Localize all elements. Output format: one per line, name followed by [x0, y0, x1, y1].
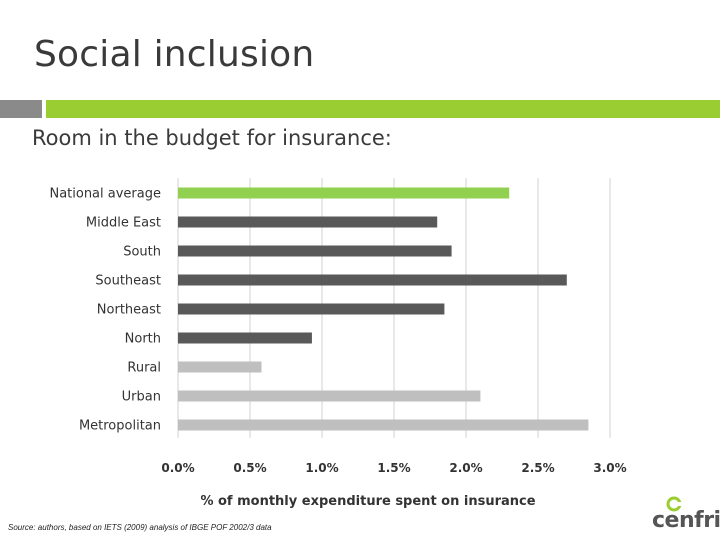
bar: [178, 187, 510, 199]
bar: [178, 419, 589, 431]
x-tick-label: 1.0%: [305, 461, 338, 475]
x-tick-label: 3.0%: [593, 461, 626, 475]
category-labels: National average Middle East South Southeas…: [49, 187, 161, 434]
source-note: Source: authors, based on IETS (2009) an…: [8, 523, 272, 532]
x-axis-title: % of monthly expenditure spent on insura…: [200, 494, 535, 509]
logo-mark-icon: [666, 496, 682, 512]
x-tick-label: 2.5%: [521, 461, 554, 475]
category-label: Middle East: [86, 216, 161, 231]
category-label: North: [125, 332, 161, 347]
bar: [178, 216, 438, 228]
category-label: National average: [49, 187, 161, 202]
category-label: Southeast: [95, 274, 161, 289]
bar: [178, 274, 567, 286]
bar: [178, 332, 312, 344]
bar: [178, 361, 262, 373]
slide-title: Social inclusion: [34, 34, 315, 75]
category-label: South: [123, 245, 161, 260]
category-label: Urban: [122, 390, 161, 405]
x-tick-label: 2.0%: [449, 461, 482, 475]
bar: [178, 245, 452, 257]
x-tick-label: 0.5%: [233, 461, 266, 475]
bar: [178, 303, 445, 315]
slide-subtitle: Room in the budget for insurance:: [32, 126, 392, 150]
bars: [178, 187, 589, 431]
x-tick-label: 1.5%: [377, 461, 410, 475]
cenfri-logo: cenfri: [652, 496, 720, 538]
title-rule-green: [46, 100, 720, 118]
logo-text: cenfri: [652, 508, 720, 533]
title-rule-gray: [0, 100, 42, 118]
category-label: Metropolitan: [79, 419, 161, 434]
bar: [178, 390, 481, 402]
category-label: Rural: [127, 361, 161, 376]
category-label: Northeast: [97, 303, 161, 318]
x-tick-labels: 0.0% 0.5% 1.0% 1.5% 2.0% 2.5% 3.0%: [161, 461, 626, 475]
x-tick-label: 0.0%: [161, 461, 194, 475]
